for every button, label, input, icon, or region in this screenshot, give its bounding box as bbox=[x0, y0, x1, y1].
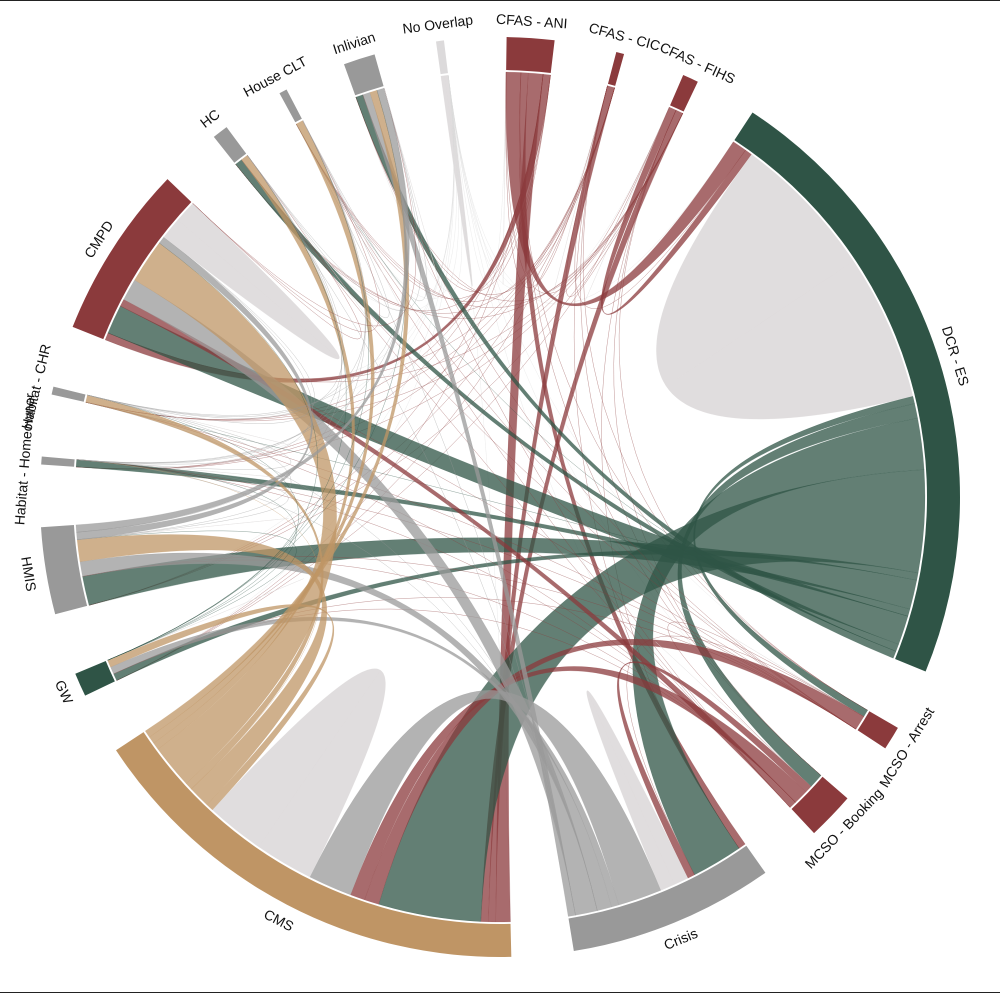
group-arc bbox=[344, 54, 384, 96]
chord bbox=[144, 89, 410, 738]
group-arc bbox=[734, 112, 960, 672]
chord bbox=[677, 403, 918, 787]
chord bbox=[76, 534, 328, 806]
group-arc bbox=[670, 75, 698, 112]
chord bbox=[212, 668, 386, 878]
group-arc bbox=[857, 711, 898, 749]
chord bbox=[350, 666, 807, 901]
group-label: HMIS bbox=[18, 555, 39, 592]
chord bbox=[617, 661, 812, 879]
chord bbox=[656, 154, 914, 420]
group-arc bbox=[435, 40, 448, 75]
chord bbox=[586, 690, 689, 891]
chord bbox=[693, 395, 915, 717]
group-arc bbox=[213, 127, 247, 163]
chords bbox=[75, 71, 926, 923]
group-arc bbox=[116, 732, 512, 957]
groups bbox=[40, 37, 960, 957]
chord bbox=[123, 279, 598, 916]
chord bbox=[440, 74, 473, 287]
chord bbox=[75, 87, 410, 533]
group-arc bbox=[279, 89, 302, 123]
group-arc bbox=[41, 456, 75, 467]
group-arc bbox=[75, 661, 115, 696]
chord bbox=[364, 638, 865, 905]
group-arc bbox=[40, 525, 88, 615]
chord bbox=[480, 109, 684, 923]
group-arc bbox=[72, 179, 192, 340]
chord bbox=[355, 94, 897, 659]
chord bbox=[362, 92, 576, 917]
group-arc bbox=[506, 37, 555, 74]
group-arc bbox=[568, 845, 766, 952]
chord bbox=[383, 88, 443, 293]
group-arc bbox=[791, 776, 848, 834]
group-arc bbox=[607, 51, 625, 86]
group-label: CFAS - ANI bbox=[496, 11, 568, 32]
chord bbox=[104, 73, 551, 383]
chord bbox=[76, 236, 313, 540]
chord bbox=[107, 604, 335, 811]
chord bbox=[163, 202, 340, 360]
chord bbox=[120, 299, 796, 808]
group-arc bbox=[51, 386, 86, 402]
